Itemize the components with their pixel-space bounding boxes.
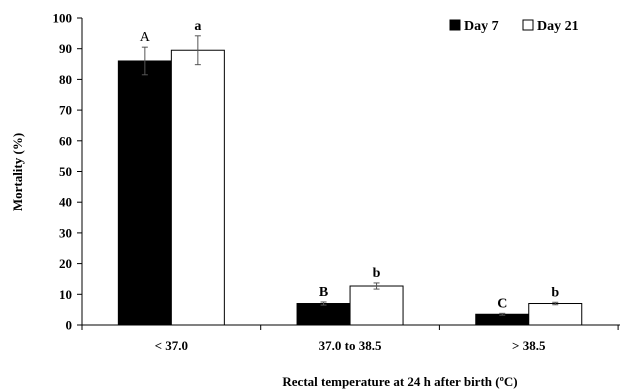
significance-letter: A xyxy=(140,30,151,45)
significance-letter: a xyxy=(194,19,201,34)
bar-day-7 xyxy=(475,313,530,326)
y-tick-label: 60 xyxy=(59,133,72,148)
y-tick-label: 10 xyxy=(59,287,72,302)
bar-day-21 xyxy=(170,49,225,326)
y-tick-label: 40 xyxy=(59,195,72,210)
y-tick-label: 100 xyxy=(53,11,73,26)
legend-swatch xyxy=(449,19,461,31)
x-tick-label: > 38.5 xyxy=(512,338,546,353)
y-tick-label: 80 xyxy=(59,72,72,87)
y-axis-label: Mortality (%) xyxy=(10,133,25,211)
x-axis-label: Rectal temperature at 24 h after birth (… xyxy=(282,374,517,389)
error-bars xyxy=(141,35,559,316)
x-tick-label: < 37.0 xyxy=(155,338,188,353)
bars xyxy=(117,49,583,326)
bar-day-7 xyxy=(117,60,172,326)
significance-letter: b xyxy=(551,285,559,300)
bar-day-21 xyxy=(528,303,583,326)
y-axis: 0 10 20 30 40 50 60 70 80 90 100 xyxy=(53,11,83,333)
legend: Day 7 Day 21 xyxy=(449,19,579,34)
y-tick-label: 70 xyxy=(59,103,72,118)
significance-letter: b xyxy=(373,266,381,281)
y-tick-label: 0 xyxy=(66,318,73,333)
y-tick-label: 90 xyxy=(59,41,72,56)
bar-day-7 xyxy=(296,303,351,326)
bar-day-21 xyxy=(349,285,404,326)
y-tick-label: 50 xyxy=(59,164,72,179)
legend-swatch xyxy=(522,19,534,31)
x-tick-label: 37.0 to 38.5 xyxy=(319,338,382,353)
significance-letters: Aa Bb Cb xyxy=(140,19,560,312)
legend-label: Day 21 xyxy=(537,19,579,34)
significance-letter: C xyxy=(497,296,507,311)
significance-letter: B xyxy=(319,285,328,300)
y-tick-label: 30 xyxy=(59,225,72,240)
legend-label: Day 7 xyxy=(464,19,499,34)
y-tick-label: 20 xyxy=(59,256,72,271)
x-axis: < 37.0 37.0 to 38.5 > 38.5 xyxy=(81,324,620,353)
